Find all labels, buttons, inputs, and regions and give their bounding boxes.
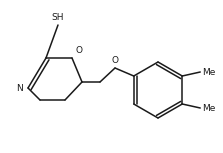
- Text: O: O: [76, 46, 83, 55]
- Text: Me: Me: [202, 67, 216, 76]
- Text: O: O: [112, 56, 118, 65]
- Text: SH: SH: [52, 13, 64, 22]
- Text: N: N: [16, 84, 23, 93]
- Text: Me: Me: [202, 103, 216, 112]
